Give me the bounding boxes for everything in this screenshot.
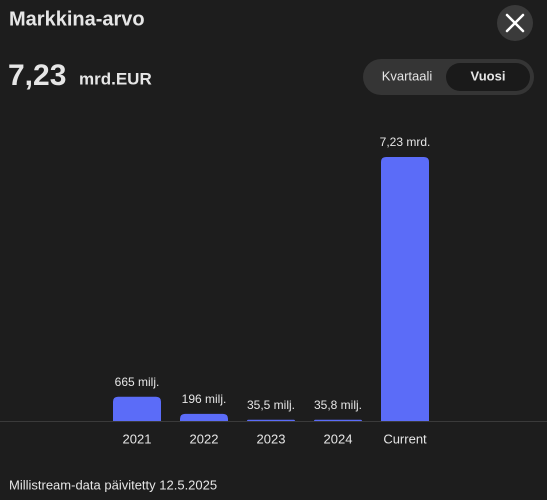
x-tick-label: 2024 [324, 431, 353, 446]
title: Markkina-arvo [9, 8, 145, 30]
x-tick-label: 2022 [190, 431, 219, 446]
x-tick-label: 2023 [257, 431, 286, 446]
x-tick-label: Current [383, 431, 427, 446]
headline-unit: mrd.EUR [79, 69, 152, 88]
bar [381, 157, 429, 421]
bar [113, 396, 161, 421]
plot: 665 milj. 2021 196 milj. 2022 35,5 milj. 2023… [113, 135, 430, 446]
value-label: 7,23 mrd. [380, 135, 431, 149]
bar [180, 413, 228, 421]
toggle-option[interactable]: Vuosi [471, 68, 506, 83]
value-label: 35,5 milj. [247, 398, 295, 412]
toggle-selected [446, 63, 530, 91]
bar [314, 419, 362, 421]
value-label: 665 milj. [115, 375, 160, 389]
value-label: 196 milj. [182, 392, 227, 406]
value-label: 35,8 milj. [314, 398, 362, 412]
close-button[interactable] [497, 5, 533, 41]
x-tick-label: 2021 [123, 431, 152, 446]
close-icon [505, 13, 525, 33]
bar [247, 419, 295, 421]
headline-value: 7,23 [8, 59, 66, 92]
toggle-option[interactable]: Kvartaali [382, 68, 433, 83]
footer: Millistream-data päivitetty 12.5.2025 [9, 477, 217, 492]
